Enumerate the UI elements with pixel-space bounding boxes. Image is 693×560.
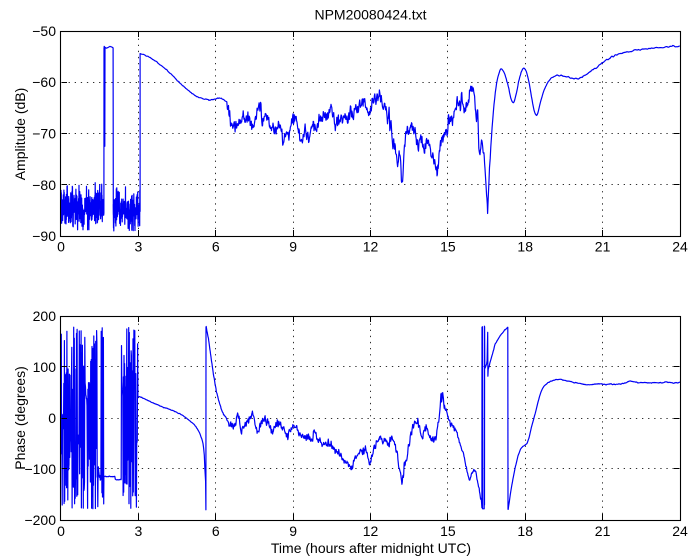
svg-text:−100: −100 bbox=[24, 461, 56, 477]
svg-text:−80: −80 bbox=[32, 177, 56, 193]
svg-text:100: 100 bbox=[33, 359, 57, 375]
svg-text:Amplitude (dB): Amplitude (dB) bbox=[12, 88, 28, 181]
svg-text:9: 9 bbox=[289, 523, 297, 539]
svg-text:3: 3 bbox=[135, 239, 143, 255]
svg-text:3: 3 bbox=[135, 523, 143, 539]
svg-text:18: 18 bbox=[517, 523, 533, 539]
svg-text:−60: −60 bbox=[32, 74, 56, 90]
svg-text:9: 9 bbox=[289, 239, 297, 255]
svg-text:12: 12 bbox=[363, 239, 379, 255]
svg-text:200: 200 bbox=[33, 308, 57, 324]
svg-text:15: 15 bbox=[440, 239, 456, 255]
svg-text:21: 21 bbox=[595, 239, 611, 255]
svg-text:18: 18 bbox=[517, 239, 533, 255]
svg-text:0: 0 bbox=[48, 410, 56, 426]
svg-text:−50: −50 bbox=[32, 23, 56, 39]
svg-text:21: 21 bbox=[595, 523, 611, 539]
svg-text:NPM20080424.txt: NPM20080424.txt bbox=[314, 7, 426, 23]
svg-text:Time (hours after midnight UTC: Time (hours after midnight UTC) bbox=[271, 540, 471, 556]
svg-text:Phase (degrees): Phase (degrees) bbox=[12, 366, 28, 470]
svg-text:−200: −200 bbox=[24, 512, 56, 528]
svg-text:0: 0 bbox=[57, 239, 65, 255]
svg-text:6: 6 bbox=[212, 239, 220, 255]
svg-text:0: 0 bbox=[57, 523, 65, 539]
svg-text:6: 6 bbox=[212, 523, 220, 539]
svg-text:15: 15 bbox=[440, 523, 456, 539]
svg-text:−90: −90 bbox=[32, 228, 56, 244]
svg-text:24: 24 bbox=[672, 239, 688, 255]
svg-text:12: 12 bbox=[363, 523, 379, 539]
svg-text:−70: −70 bbox=[32, 126, 56, 142]
svg-text:24: 24 bbox=[672, 523, 688, 539]
